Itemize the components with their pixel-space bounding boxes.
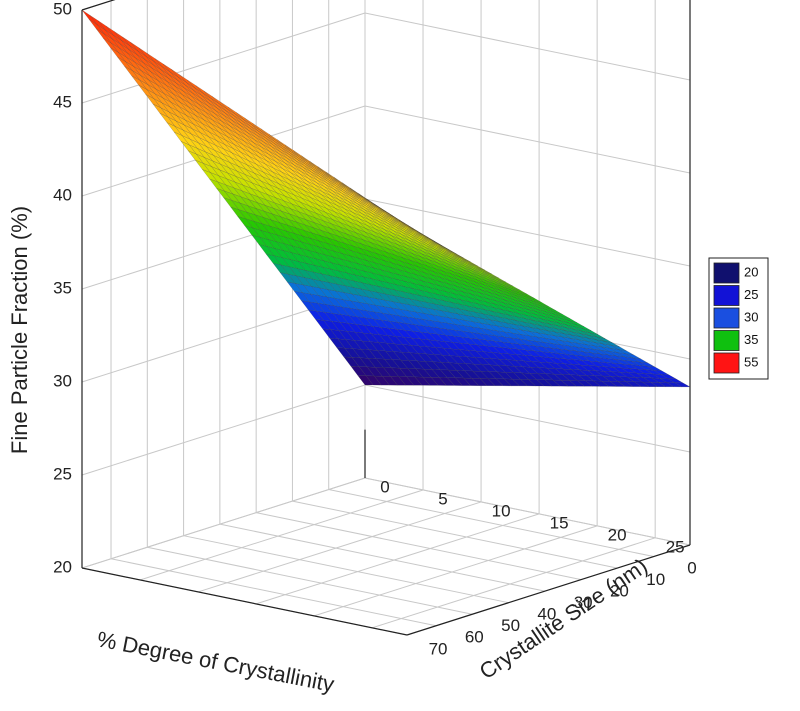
legend-swatch: [713, 285, 740, 306]
grid-line-y: [255, 513, 540, 605]
x-tick-label: 10: [646, 570, 665, 589]
grid-line-x: [256, 512, 582, 581]
y-tick-label: 20: [608, 525, 627, 544]
axis-frame: [81, 0, 691, 636]
y-tick-label: 5: [438, 489, 447, 508]
grid-line-x: [292, 500, 618, 569]
surface-cell: [398, 220, 415, 230]
legend-swatch: [713, 307, 740, 329]
surface: [81, 9, 691, 388]
grid-line-z: [364, 198, 691, 267]
legend-label: 20: [744, 264, 758, 279]
grid-line-x: [110, 558, 437, 627]
grid-line-x: [364, 477, 691, 546]
y-tick-label: 25: [666, 537, 685, 556]
z-tick-label: 35: [53, 278, 72, 297]
grid-line-z: [81, 384, 366, 476]
z-tick-label: 45: [53, 92, 72, 111]
legend: 20 25 30 35 55: [708, 257, 769, 380]
legend-swatch: [713, 330, 740, 351]
legend-label: 55: [744, 354, 758, 369]
grid-line-x: [219, 523, 545, 592]
x-tick-label: 60: [465, 628, 484, 647]
grid-line-x: [328, 489, 654, 558]
x-tick-label: 20: [610, 582, 629, 601]
legend-label: 35: [744, 332, 758, 347]
frame-edge: [406, 544, 691, 636]
grid-line-x: [147, 546, 473, 615]
grid-line-z: [364, 12, 691, 81]
x-tick-label: 70: [429, 639, 448, 658]
z-axis-title: Fine Particle Fraction (%): [7, 206, 32, 454]
grid-line-z: [81, 0, 116, 11]
legend-swatch: [713, 262, 740, 284]
z-tick-label: 50: [53, 0, 72, 18]
grid-line-z: [364, 105, 691, 174]
x-tick-label: 30: [574, 593, 593, 612]
frame-edge: [81, 0, 116, 11]
z-tick-label: 20: [53, 557, 72, 576]
grid-line-z: [364, 384, 691, 453]
grid-line-y: [139, 489, 424, 581]
legend-label: 30: [744, 309, 758, 324]
x-tick-label: 0: [687, 558, 696, 577]
z-tick-label: 25: [53, 464, 72, 483]
z-tick-label: 30: [53, 371, 72, 390]
z-tick-label: 40: [53, 185, 72, 204]
x-axis-title: % Degree of Crystallinity: [95, 626, 336, 697]
frame-edge: [81, 567, 408, 636]
x-tick-label: 40: [537, 605, 556, 624]
surface-cell: [81, 9, 98, 25]
y-tick-label: 15: [550, 513, 569, 532]
grid-line-y: [372, 537, 656, 629]
y-tick-label: 0: [380, 477, 389, 496]
x-tick-label: 50: [501, 616, 520, 635]
grid-line-y: [313, 525, 598, 617]
grid-line-y: [81, 477, 366, 569]
grid-line-x: [183, 535, 509, 604]
grid-line-y: [197, 501, 482, 593]
grid-line-z: [81, 12, 366, 104]
legend-swatch: [713, 352, 740, 374]
y-tick-label: 10: [492, 501, 511, 520]
legend-label: 25: [744, 287, 758, 302]
